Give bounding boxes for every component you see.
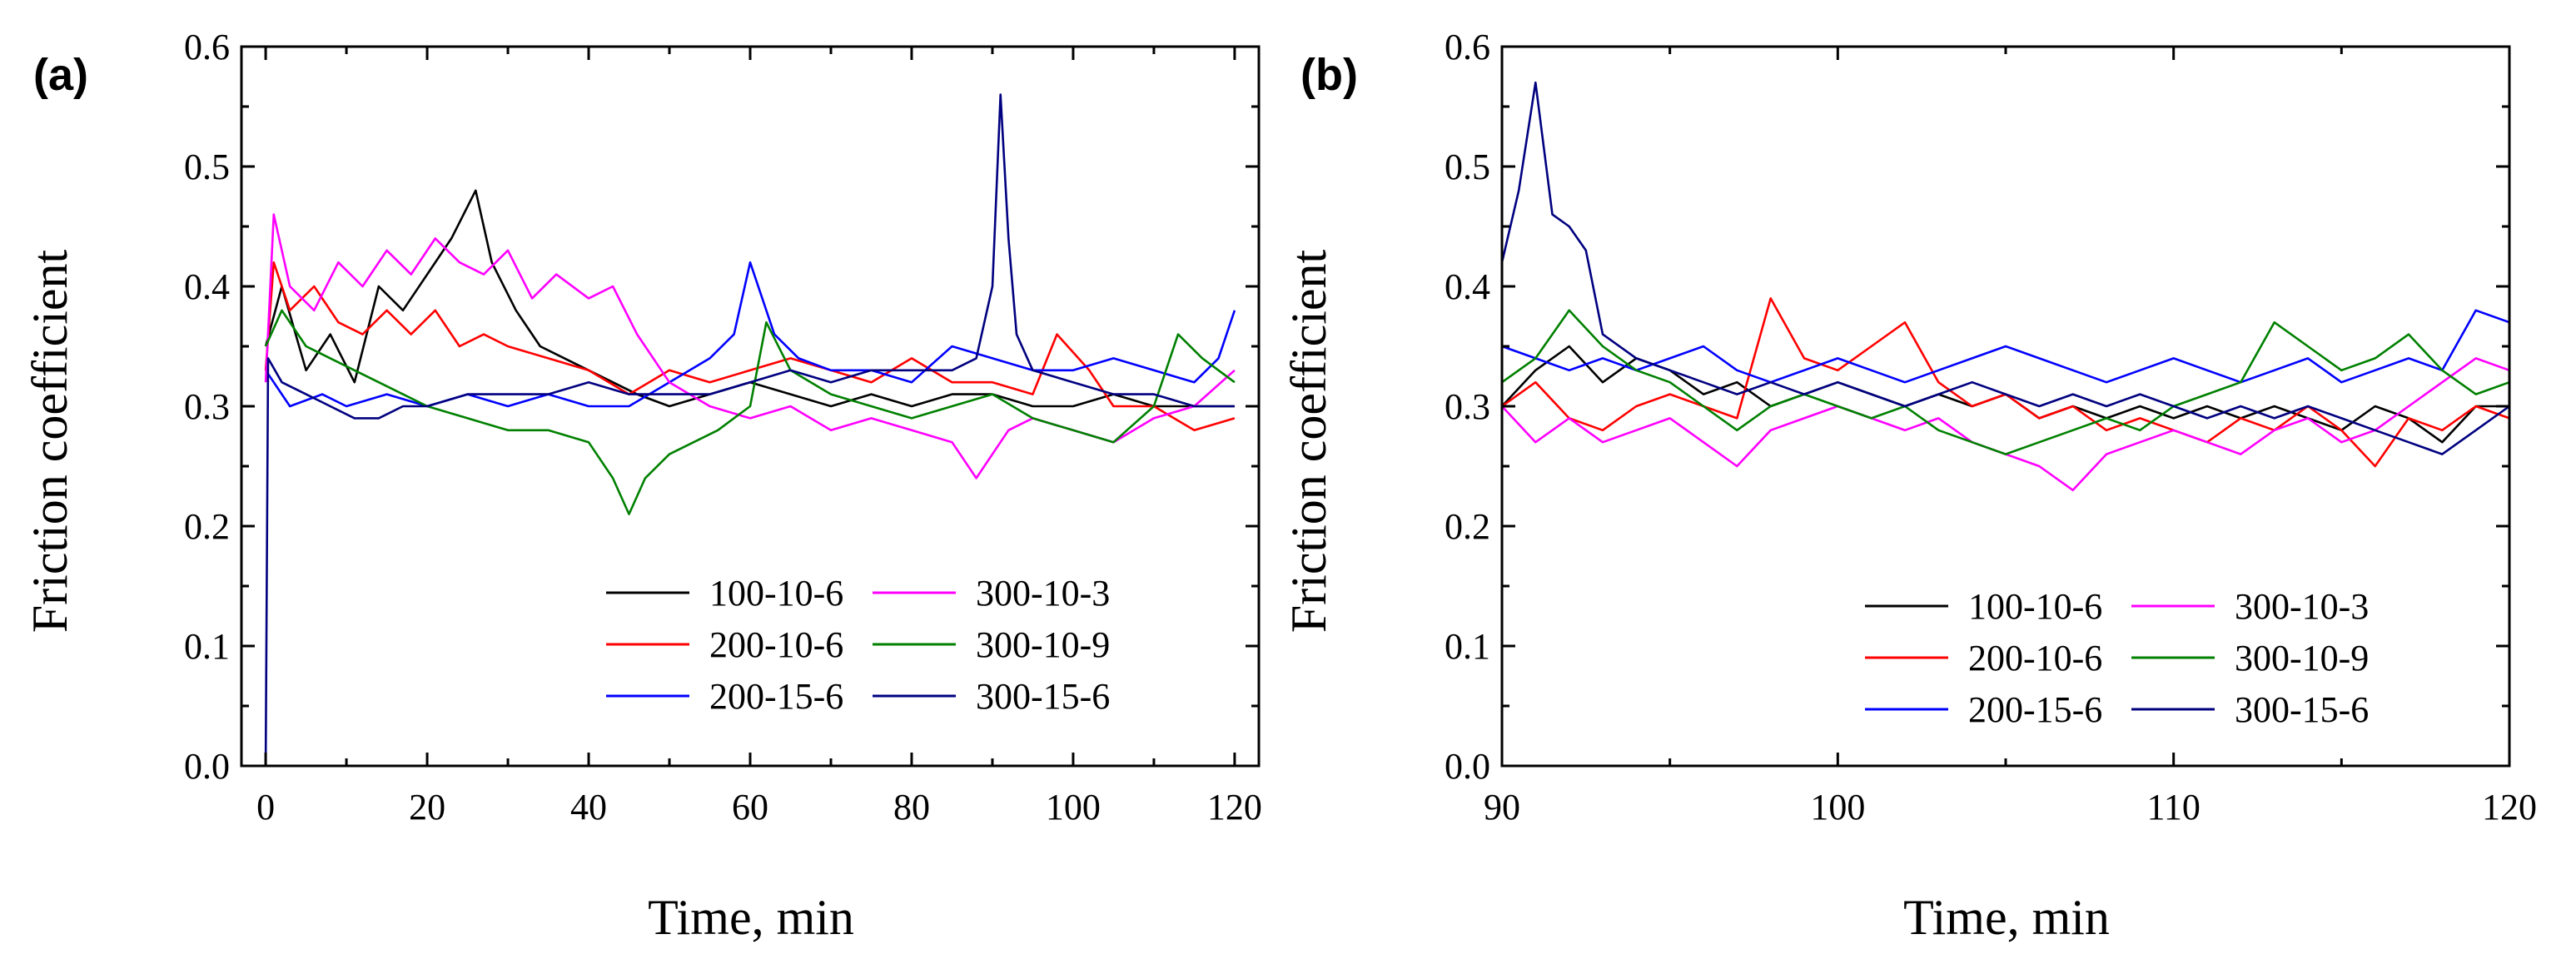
- legend-label-100-10-6: 100-10-6: [709, 573, 843, 614]
- y-tick-label: 0.3: [184, 386, 230, 427]
- panel-a: (a) 0.0 0.1 0.2 0.3 0.4 0.5 0.6 0 20 40 60 80 100 12…: [22, 27, 1262, 945]
- panel-a-ticks: [241, 45, 1259, 768]
- x-tick-label: 110: [2146, 787, 2200, 827]
- series-line-300-10-9: [264, 309, 1236, 515]
- y-tick-label: 0.6: [1445, 27, 1490, 67]
- panel-a-y-tick-labels: 0.0 0.1 0.2 0.3 0.4 0.5 0.6: [184, 27, 230, 787]
- y-tick-label: 0.0: [1445, 746, 1490, 787]
- y-tick-label: 0.0: [184, 746, 230, 787]
- legend-label-300-10-9: 300-10-9: [2235, 638, 2369, 678]
- x-tick-label: 40: [570, 787, 607, 827]
- series-line-300-10-3: [264, 213, 1236, 480]
- legend-label-300-15-6: 300-15-6: [2235, 689, 2369, 730]
- x-tick-label: 120: [1207, 787, 1262, 827]
- y-tick-label: 0.1: [1445, 626, 1490, 667]
- legend-label-300-15-6: 300-15-6: [976, 676, 1110, 717]
- legend-label-100-10-6: 100-10-6: [1968, 586, 2102, 627]
- series-line-200-15-6: [265, 261, 1236, 408]
- panel-b-x-axis-title: Time, min: [1903, 890, 2110, 945]
- y-tick-label: 0.6: [184, 27, 230, 67]
- x-tick-label: 90: [1484, 787, 1520, 827]
- legend-label-300-10-3: 300-10-3: [2235, 586, 2369, 627]
- y-tick-label: 0.5: [1445, 147, 1490, 187]
- legend-label-300-10-9: 300-10-9: [976, 624, 1110, 665]
- y-tick-label: 0.4: [184, 266, 230, 307]
- x-tick-label: 0: [256, 787, 275, 827]
- panel-a-x-tick-labels: 0 20 40 60 80 100 120: [256, 787, 1262, 827]
- panel-a-y-axis-title: Friction coefficient: [22, 249, 77, 633]
- panel-b-y-tick-labels: 0.0 0.1 0.2 0.3 0.4 0.5 0.6: [1445, 27, 1490, 787]
- x-tick-label: 20: [409, 787, 445, 827]
- series-line-300-10-9: [1501, 309, 2510, 455]
- y-tick-label: 0.2: [184, 506, 230, 547]
- y-tick-label: 0.1: [184, 626, 230, 667]
- series-line-200-10-6: [264, 261, 1236, 432]
- x-tick-label: 100: [1046, 787, 1101, 827]
- panel-b-x-tick-labels: 90 100 110 120: [1484, 787, 2537, 827]
- series-line-300-15-6: [1500, 81, 2510, 455]
- panel-a-x-axis-title: Time, min: [648, 890, 854, 945]
- panel-b-legend: 100-10-6 300-10-3 200-10-6 300-10-9 200-15-6…: [1865, 586, 2369, 730]
- panel-b-label: (b): [1300, 50, 1358, 100]
- legend-label-300-10-3: 300-10-3: [976, 573, 1110, 614]
- series-line-200-10-6: [1501, 297, 2510, 468]
- panel-a-legend: 100-10-6 300-10-3 200-10-6 300-10-9 200-15-6…: [606, 573, 1110, 717]
- panel-b-ticks: [1500, 45, 2511, 768]
- legend-label-200-15-6: 200-15-6: [709, 676, 843, 717]
- panel-a-label: (a): [33, 50, 88, 100]
- legend-label-200-15-6: 200-15-6: [1968, 689, 2102, 730]
- x-tick-label: 120: [2482, 787, 2537, 827]
- y-tick-label: 0.3: [1445, 386, 1490, 427]
- panel-b: (b) 0.0 0.1 0.2 0.3 0.4 0.5 0.6 90 100 110 120 Fr…: [1281, 27, 2537, 945]
- panel-b-series-group: [1500, 81, 2510, 492]
- y-tick-label: 0.2: [1445, 506, 1490, 547]
- x-tick-label: 100: [1810, 787, 1865, 827]
- panel-a-series-group: [264, 93, 1236, 767]
- legend-label-200-10-6: 200-10-6: [1968, 638, 2102, 678]
- legend-label-200-10-6: 200-10-6: [709, 624, 843, 665]
- series-line-100-10-6: [264, 189, 1235, 408]
- series-line-300-15-6: [264, 93, 1235, 767]
- x-tick-label: 60: [732, 787, 768, 827]
- y-tick-label: 0.5: [184, 147, 230, 187]
- x-tick-label: 80: [893, 787, 930, 827]
- series-line-200-15-6: [1501, 309, 2510, 384]
- panel-b-y-axis-title: Friction coefficient: [1281, 249, 1336, 633]
- y-tick-label: 0.4: [1445, 266, 1490, 307]
